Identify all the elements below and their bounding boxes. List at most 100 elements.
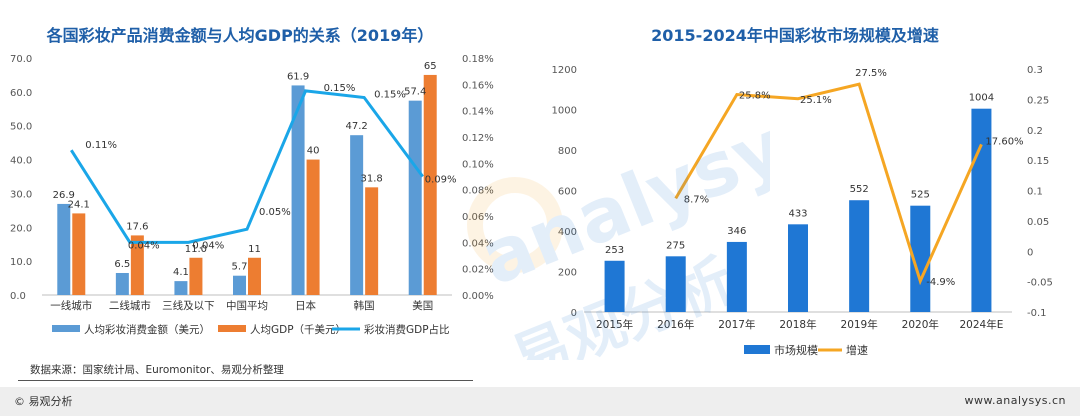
left-bar-gdp-label: 31.8: [361, 173, 383, 184]
left-bar-consumption-label: 4.1: [173, 267, 189, 278]
left-legend-swatch-bar1: [52, 325, 80, 332]
right-bars: 253 275 346 433 552 525 1004: [604, 93, 994, 312]
right-y-tick-label: 600: [558, 187, 577, 198]
source-note: 数据来源：国家统计局、Euromonitor、易观分析整理: [30, 364, 284, 376]
right-bar-market-size: [726, 241, 747, 312]
left-y2-tick-label: 0.10%: [462, 159, 494, 170]
right-bar-label: 253: [605, 245, 624, 256]
left-y-tick-label: 0.0: [10, 291, 26, 302]
right-x-axis-labels: 2015年 2016年 2017年 2018年 2019年 2020年 2024年E: [596, 318, 1003, 331]
right-y-tick-label: 0: [571, 308, 577, 319]
right-y2-tick-label: 0.2: [1027, 126, 1043, 137]
left-y-tick-label: 70.0: [10, 54, 32, 65]
left-bar-gdp: [306, 159, 320, 295]
right-y-tick-label: 1200: [552, 65, 577, 76]
left-bar-gdp: [365, 187, 379, 295]
left-bar-gdp-label: 24.1: [68, 199, 90, 210]
left-bar-gdp-label: 65: [424, 61, 437, 72]
right-bar-label: 525: [911, 190, 930, 201]
right-x-tick-label: 2015年: [596, 318, 633, 331]
right-line-path: [674, 82, 983, 286]
source-divider: [18, 380, 473, 381]
right-bar-market-size: [971, 108, 992, 312]
left-legend-swatch-bar2: [218, 325, 246, 332]
right-bar-market-size: [849, 200, 870, 312]
left-y2-tick-label: 0.16%: [462, 80, 494, 91]
right-y2-tick-label: 0.05: [1027, 217, 1049, 228]
left-line-point-label: 0.11%: [85, 140, 117, 151]
right-line-series: 8.7% 25.8% 25.1% 27.5% -4.9% 17.60%: [674, 68, 1024, 288]
left-bar-gdp: [72, 213, 86, 295]
left-x-tick-label: 日本: [295, 299, 316, 312]
left-bars: 26.924.1 6.5 17.6 4.1 11.0 5.711 61.9 40 47.2 31.…: [53, 61, 437, 295]
footer-brand: © 易观分析: [14, 395, 73, 408]
left-bar-gdp: [189, 257, 203, 295]
left-x-tick-label: 一线城市: [50, 299, 92, 312]
left-legend-label-line: 彩妆消费GDP占比: [364, 323, 450, 336]
right-line-point-label: 25.1%: [800, 95, 832, 106]
right-bar-market-size: [788, 224, 808, 312]
left-x-tick-label: 二线城市: [109, 299, 151, 312]
right-chart: 2015-2024年中国彩妆市场规模及增速 0 200 400 600 800 1000 1…: [552, 26, 1053, 357]
left-bar-consumption: [57, 203, 71, 295]
right-bar-label: 552: [850, 184, 869, 195]
right-legend-swatch-bar: [744, 345, 770, 354]
left-x-tick-label: 三线及以下: [162, 299, 215, 312]
left-y-axis-right-ticks: 0.00% 0.02% 0.04% 0.06% 0.08% 0.10% 0.12% 0.14%…: [462, 54, 494, 302]
left-y-axis-left-ticks: 0.0 10.0 20.0 30.0 40.0 50.0 60.0 70.0: [10, 54, 32, 302]
right-y2-tick-label: 0.15: [1027, 156, 1049, 167]
left-y-tick-label: 40.0: [10, 156, 32, 167]
right-bar-market-size: [604, 260, 625, 312]
left-bar-consumption-label: 6.5: [114, 259, 130, 270]
left-bar-gdp: [130, 235, 144, 295]
footer-bar: [0, 387, 1080, 416]
left-bar-consumption: [408, 100, 422, 295]
right-y-tick-label: 400: [558, 227, 577, 238]
right-line-point-label: 8.7%: [684, 194, 709, 205]
left-bar-consumption: [291, 85, 305, 295]
left-bar-consumption-label: 47.2: [346, 121, 368, 132]
left-line-path: [70, 89, 424, 244]
left-y2-tick-label: 0.08%: [462, 186, 494, 197]
left-chart-title: 各国彩妆产品消费金额与人均GDP的关系（2019年）: [46, 26, 434, 45]
right-bar-label: 433: [788, 208, 807, 219]
left-line-series: 0.11% 0.04% 0.04% 0.05% 0.15% 0.15% 0.09%: [70, 83, 457, 251]
right-x-tick-label: 2020年: [902, 318, 939, 331]
right-y2-tick-label: -0.1: [1027, 308, 1047, 319]
right-bar-label: 346: [727, 226, 746, 237]
left-x-axis-labels: 一线城市 二线城市 三线及以下 中国平均 日本 韩国 美国: [50, 299, 433, 312]
left-y-tick-label: 10.0: [10, 257, 32, 268]
right-x-tick-label: 2018年: [779, 318, 816, 331]
left-x-tick-label: 韩国: [354, 299, 375, 312]
left-bar-consumption-label: 5.7: [232, 262, 248, 273]
right-line-point-label: 17.60%: [985, 136, 1023, 147]
left-line-point-label: 0.05%: [259, 207, 291, 218]
left-bar-consumption-label: 61.9: [287, 71, 309, 82]
left-x-tick-label: 美国: [412, 299, 433, 312]
left-bar-gdp-label: 11: [248, 244, 261, 255]
right-bar-label: 275: [666, 240, 685, 251]
left-bar-consumption: [115, 272, 129, 295]
left-bar-gdp: [423, 74, 437, 295]
right-legend: 市场规模 增速: [744, 343, 868, 357]
right-y-tick-label: 200: [558, 268, 577, 279]
left-chart: 各国彩妆产品消费金额与人均GDP的关系（2019年） 0.0 10.0 20.0 30…: [10, 26, 494, 336]
right-y-tick-label: 800: [558, 146, 577, 157]
right-x-tick-label: 2017年: [718, 318, 755, 331]
left-y2-tick-label: 0.06%: [462, 212, 494, 223]
left-y2-tick-label: 0.14%: [462, 107, 494, 118]
left-bar-gdp-label: 17.6: [126, 221, 148, 232]
left-y-tick-label: 20.0: [10, 223, 32, 234]
left-line-point-label: 0.15%: [374, 90, 406, 101]
left-bar-consumption: [174, 281, 188, 295]
left-y-tick-label: 60.0: [10, 88, 32, 99]
right-x-tick-label: 2024年E: [959, 318, 1003, 331]
right-y2-tick-label: 0.1: [1027, 187, 1043, 198]
right-line-point-label: -4.9%: [926, 277, 955, 288]
left-y-tick-label: 30.0: [10, 189, 32, 200]
left-line-point-label: 0.04%: [128, 240, 160, 251]
left-line-point-label: 0.09%: [425, 175, 457, 186]
right-bar-market-size: [665, 256, 686, 312]
left-y2-tick-label: 0.02%: [462, 265, 494, 276]
left-legend-label-bar1: 人均彩妆消费金额（美元）: [84, 323, 210, 336]
